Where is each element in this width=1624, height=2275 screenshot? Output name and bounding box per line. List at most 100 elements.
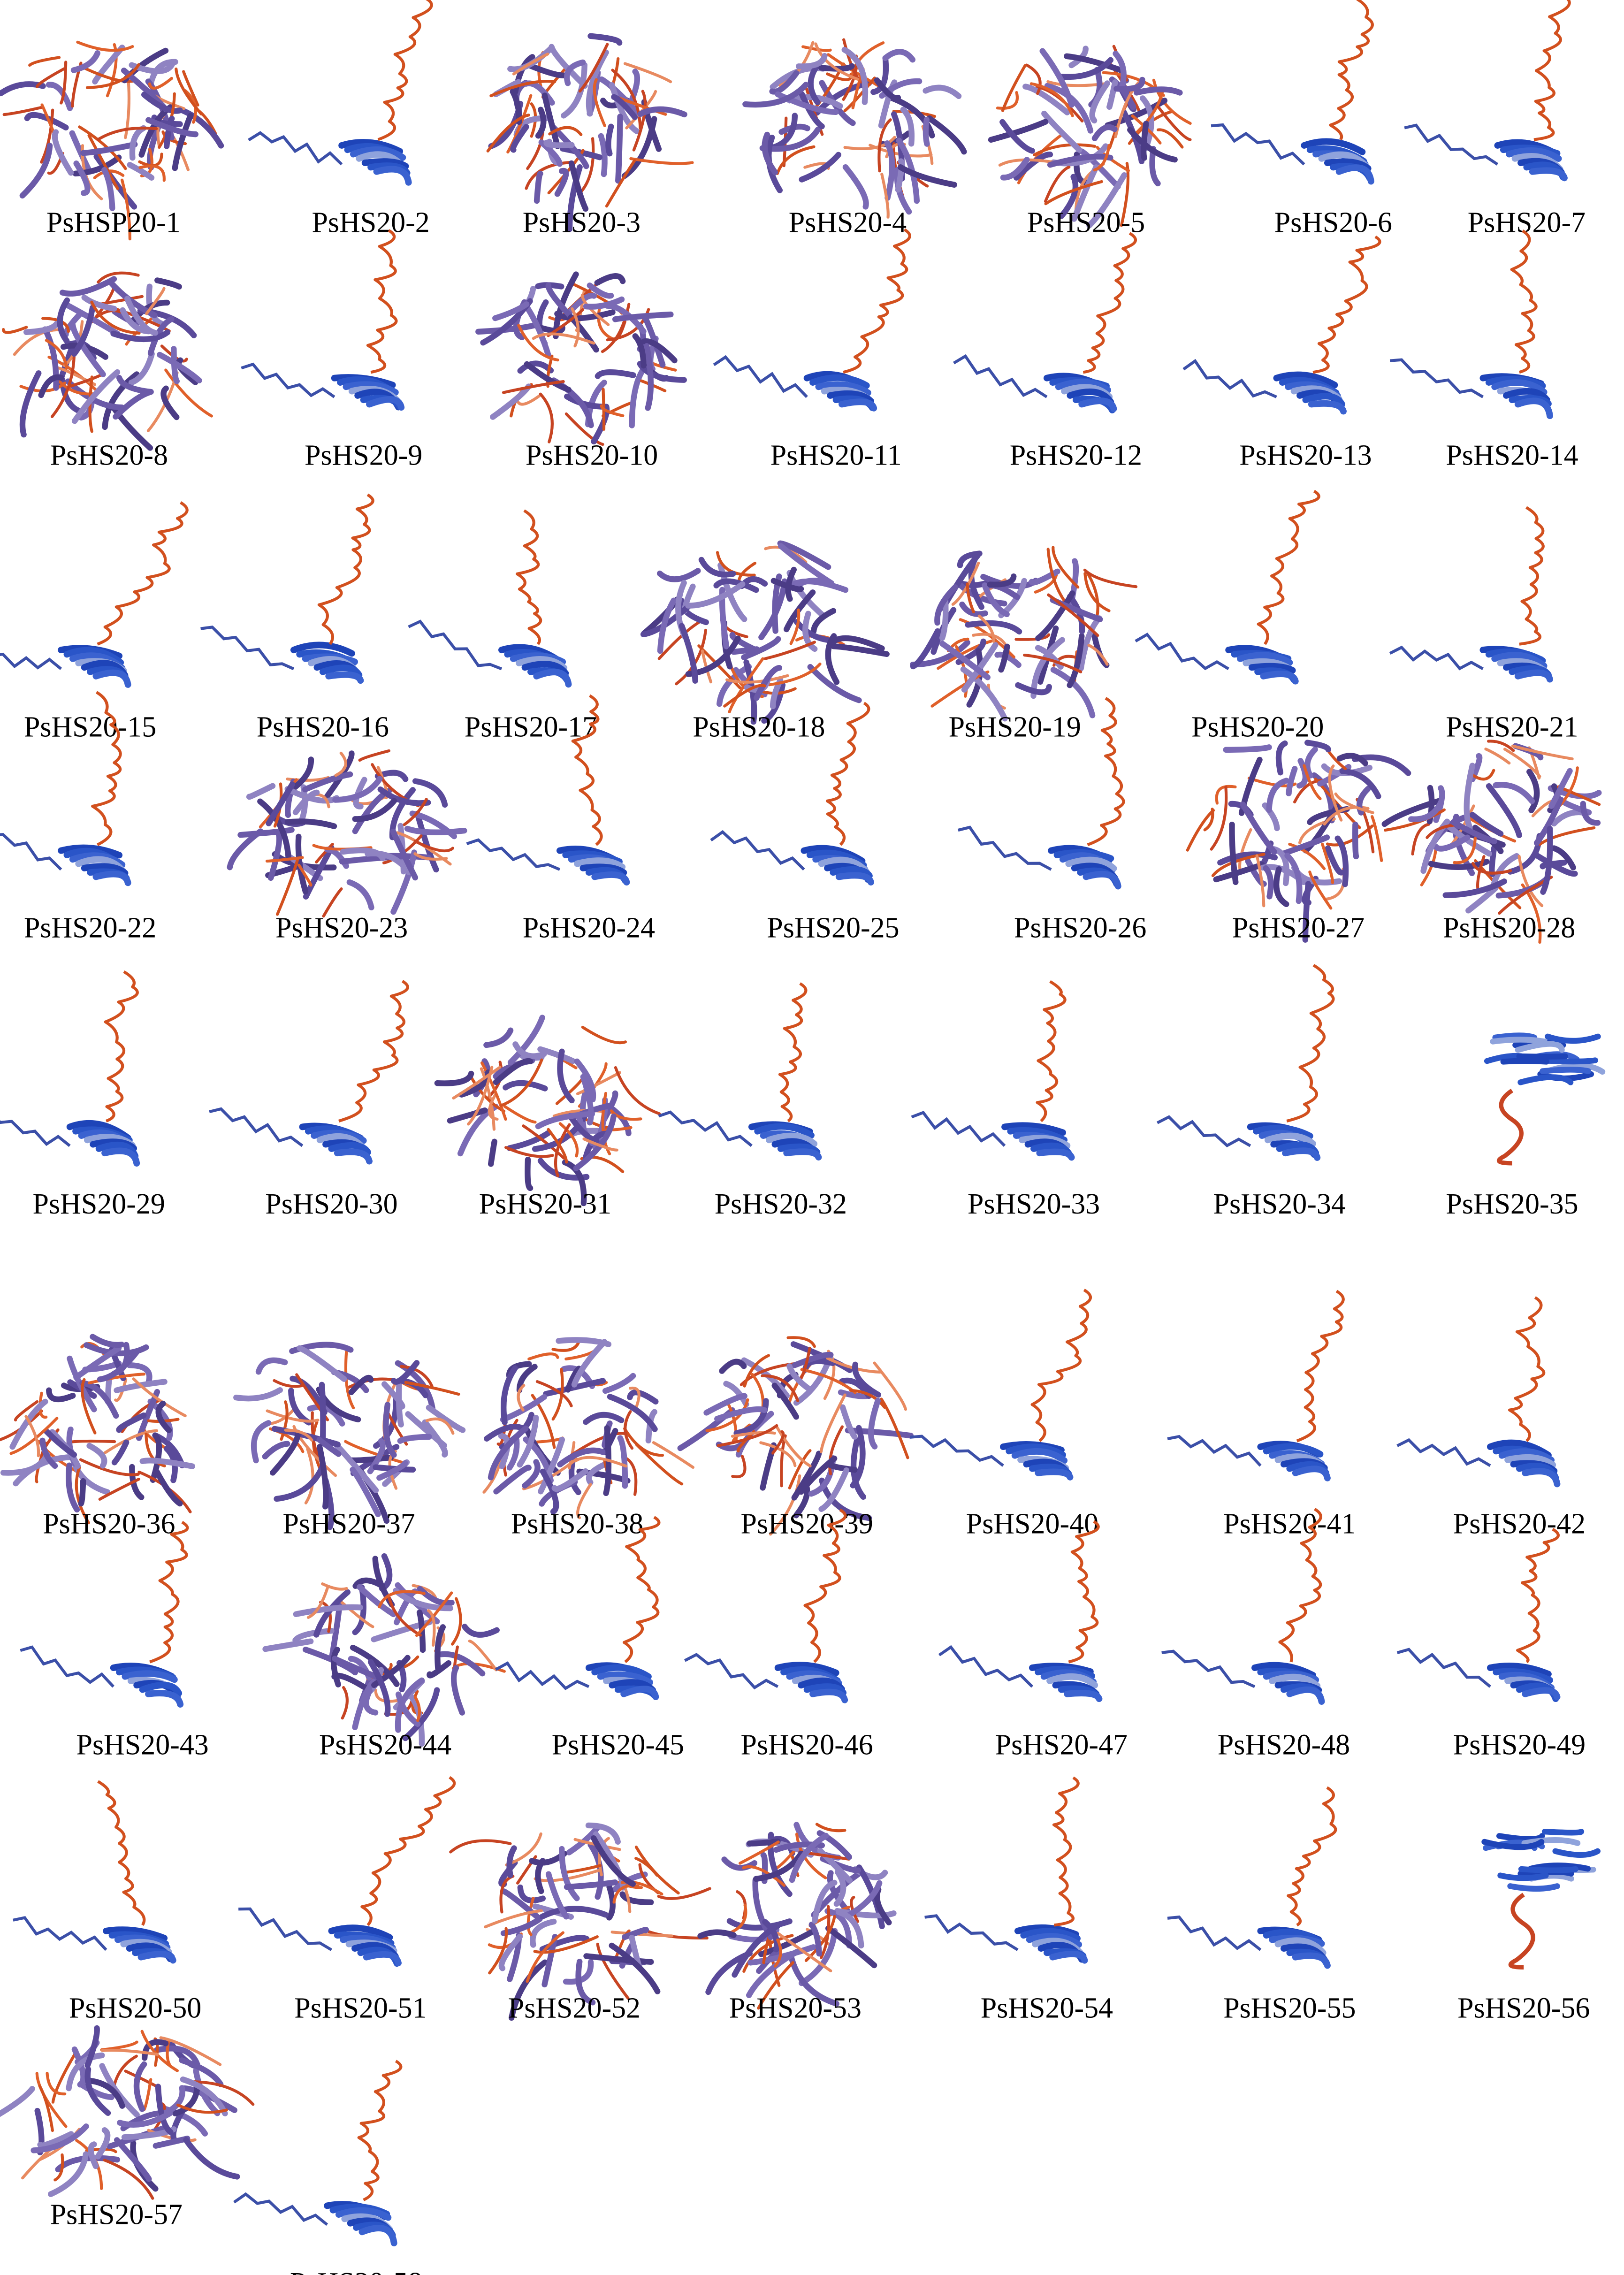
- strand: [570, 1432, 627, 1457]
- strand: [760, 1442, 777, 1491]
- strand: [635, 1443, 684, 1486]
- structure-image: [486, 33, 694, 232]
- strand: [532, 332, 595, 345]
- structure-image: [20, 1521, 189, 1708]
- strand: [522, 1124, 565, 1160]
- loop: [515, 509, 542, 645]
- strand: [63, 310, 84, 338]
- strand: [67, 1355, 97, 1412]
- strand: [24, 112, 69, 131]
- strand: [367, 1659, 391, 1717]
- tail: [1161, 1649, 1256, 1688]
- structure-image: [0, 501, 189, 688]
- loop: [1533, 0, 1571, 141]
- strand: [147, 316, 175, 356]
- strand: [117, 2110, 173, 2128]
- strand: [719, 1359, 747, 1374]
- strand: [522, 1459, 541, 1489]
- strand: [577, 137, 595, 196]
- strand: [574, 857, 626, 870]
- strand: [1223, 744, 1272, 753]
- strand: [742, 82, 809, 108]
- strand: [835, 872, 874, 886]
- strand: [1511, 744, 1574, 761]
- panel-label: PsHS20-29: [33, 1188, 165, 1220]
- strand: [86, 1443, 107, 1469]
- strand: [818, 63, 855, 72]
- strand: [562, 1159, 587, 1206]
- strand: [78, 1478, 86, 1507]
- structure-image: [0, 2025, 255, 2200]
- strand: [275, 856, 300, 916]
- strand: [568, 314, 599, 353]
- strand: [97, 271, 140, 284]
- strand: [596, 1942, 630, 2000]
- panel-label: PsHS20-49: [1453, 1729, 1586, 1761]
- strand: [594, 273, 626, 286]
- tail: [408, 619, 503, 671]
- structure-image: [495, 1516, 661, 1701]
- strand: [1552, 1848, 1601, 1858]
- strand: [987, 573, 1017, 588]
- strand: [610, 1931, 674, 1938]
- strand: [603, 1425, 612, 1496]
- strand: [1503, 388, 1550, 404]
- strand: [1131, 114, 1162, 145]
- strand: [52, 129, 74, 176]
- strand: [923, 84, 962, 99]
- strand: [558, 1122, 579, 1158]
- strand: [524, 361, 572, 393]
- strand: [483, 1027, 514, 1048]
- strand: [1484, 748, 1511, 765]
- strand: [578, 43, 609, 93]
- panel-label: PsHS20-54: [981, 1992, 1113, 2024]
- strand: [417, 1586, 455, 1606]
- strand: [850, 1425, 866, 1489]
- strand: [926, 115, 967, 155]
- strand: [81, 863, 129, 877]
- strand: [449, 1839, 512, 1854]
- strand: [896, 137, 920, 204]
- strand: [1078, 397, 1117, 412]
- strand: [145, 117, 198, 137]
- strand: [554, 1123, 571, 1177]
- strand: [484, 1424, 526, 1442]
- strand: [51, 2049, 79, 2104]
- strand: [1029, 82, 1074, 117]
- panel-label: PsHS20-43: [76, 1729, 208, 1761]
- strand: [1251, 1662, 1316, 1679]
- strand: [1522, 1687, 1561, 1701]
- structure-image: [953, 232, 1137, 413]
- strand: [390, 849, 417, 915]
- strand: [114, 1378, 128, 1402]
- structure-image: [1161, 1508, 1325, 1705]
- structure-image: [938, 1520, 1103, 1702]
- structure-image: [0, 40, 224, 241]
- strand: [1321, 842, 1334, 884]
- strand: [435, 1624, 446, 1671]
- strand: [1113, 51, 1127, 92]
- strand: [1464, 763, 1475, 831]
- strand: [467, 1066, 494, 1126]
- strand: [284, 1428, 313, 1442]
- panel-label: PsHS20-24: [523, 912, 655, 944]
- strand: [634, 1856, 659, 1877]
- strand: [97, 1349, 140, 1382]
- strand: [88, 2141, 99, 2169]
- strand: [776, 1848, 796, 1869]
- panel-label: PsHS20-48: [1218, 1729, 1350, 1761]
- strand: [88, 375, 93, 433]
- strand: [484, 1909, 543, 1929]
- panel-label: PsHS20-50: [69, 1992, 201, 2024]
- strand: [732, 1923, 781, 1978]
- strand: [1496, 1833, 1545, 1842]
- strand: [128, 351, 155, 386]
- strand: [488, 1092, 499, 1121]
- strand: [839, 1404, 858, 1440]
- loop: [1257, 489, 1320, 645]
- strand: [564, 1366, 582, 1393]
- strand: [568, 160, 589, 212]
- strand: [841, 46, 869, 105]
- strand: [350, 1644, 400, 1687]
- strand: [395, 1677, 425, 1733]
